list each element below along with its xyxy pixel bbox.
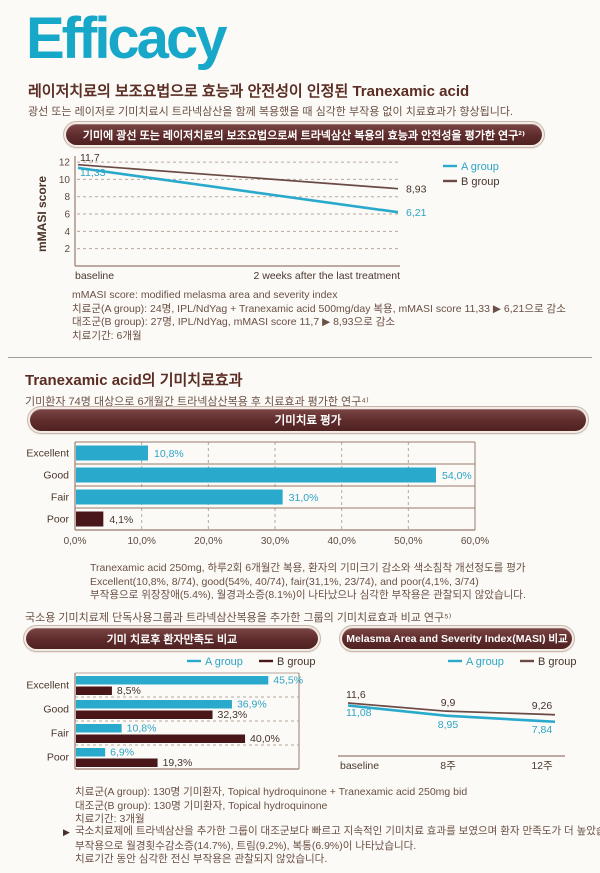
svg-text:baseline: baseline [340,760,379,772]
svg-text:36,9%: 36,9% [237,699,267,711]
satisfaction-grouped-bar-chart: A group B group Excellent 45,5% 8,5% Good 36,9… [26,656,316,770]
section1-heading: 레이저치료의 보조요법으로 효능과 안전성이 인정된 Tranexamic ac… [28,83,470,100]
svg-text:11,6: 11,6 [346,689,366,701]
svg-text:4,1%: 4,1% [109,514,133,526]
section3-intro: 국소용 기미치료제 단독사용그룹과 트라넥삼산복용을 추가한 그룹의 기미치료효… [25,612,452,624]
treatment-eval-bar-chart: Excellent 10,8% Good 54,0% Fair 31,0% Poor 4,1%… [26,441,489,547]
footnote-line: Tranexamic acid 250mg, 하루2회 6개월간 복용, 환자의… [90,562,526,574]
footnote-block-1: mMASI score: modified melasma area and s… [72,289,566,343]
svg-text:2 weeks after the last treatme: 2 weeks after the last treatment [254,270,401,282]
footnote-line: 치료군(A group): 24명, IPL/NdYag + Tranexami… [72,302,566,315]
svg-text:Poor: Poor [47,514,70,526]
svg-text:30,0%: 30,0% [261,536,289,547]
footnote-line: mMASI score: modified melasma area and s… [72,289,338,301]
svg-text:A group: A group [205,656,243,668]
footnote-line: Excellent(10,8%, 8/74), good(54%, 40/74)… [90,575,479,588]
svg-text:50,0%: 50,0% [394,536,422,547]
study-banner-2: 기미치료 평가 [30,409,586,431]
svg-text:45,5%: 45,5% [273,675,303,687]
svg-text:0,0%: 0,0% [64,536,87,547]
svg-text:B group: B group [538,656,577,668]
satisfaction-banner: 기미 치료후 환자만족도 비교 [26,628,318,649]
svg-text:Excellent: Excellent [26,680,69,692]
svg-text:6,9%: 6,9% [110,747,134,759]
footnote-block-2: Tranexamic acid 250mg, 하루2회 6개월간 복용, 환자의… [90,562,526,603]
svg-text:20,0%: 20,0% [194,536,222,547]
section-divider [8,357,592,358]
svg-text:8: 8 [64,192,70,203]
section2-title: Tranexamic acid의 기미치료효과 [25,372,243,389]
svg-text:6,21: 6,21 [406,207,427,219]
svg-text:Fair: Fair [51,492,70,504]
svg-text:baseline: baseline [75,270,114,282]
svg-text:8,5%: 8,5% [117,685,141,697]
svg-text:31,0%: 31,0% [289,492,319,504]
svg-text:10: 10 [59,175,71,186]
footnote-block-3: 치료군(A group): 130명 기미환자, Topical hydroqu… [75,786,467,827]
mmasi-line-chart: 2 4 6 8 10 12 mMASI score 11,7 11,33 8,93 6,21 base… [35,152,500,282]
footnote-line: 부작용으로 위장장애(5.4%), 월경과소증(8.1%)이 나타났으나 심각한… [90,589,526,601]
svg-text:8,95: 8,95 [438,719,459,731]
svg-text:9,9: 9,9 [441,697,456,709]
svg-text:11,08: 11,08 [346,707,372,719]
footnote-line: 치료군(A group): 130명 기미환자, Topical hydroqu… [75,786,468,798]
svg-text:12: 12 [59,158,71,169]
svg-text:8주: 8주 [440,760,456,772]
svg-text:10,8%: 10,8% [127,723,157,735]
svg-text:11,7: 11,7 [80,152,100,164]
footnote-line: 대조군(B group): 130명 기미환자, Topical hydroqu… [75,799,328,812]
svg-text:B group: B group [461,176,500,188]
svg-text:60,0%: 60,0% [461,536,489,547]
svg-text:2: 2 [64,244,70,255]
svg-text:A group: A group [461,161,499,173]
svg-text:19,3%: 19,3% [163,757,193,769]
svg-text:Good: Good [43,470,69,482]
svg-text:40,0%: 40,0% [327,536,355,547]
svg-text:Excellent: Excellent [26,448,69,460]
footnote-line: 치료기간: 3개월 [75,813,145,825]
svg-text:54,0%: 54,0% [442,470,472,482]
svg-text:40,0%: 40,0% [250,733,280,745]
svg-text:Fair: Fair [51,728,70,740]
study-banner-1: 기미에 광선 또는 레이저치료의 보조요법으로써 트라넥삼산 복용의 효능과 안… [66,124,542,145]
conclusion-line: ▶ 국소치료제에 트라넥삼산을 추가한 그룹이 대조군보다 빠르고 지속적인 기미… [63,825,600,840]
svg-text:9,26: 9,26 [532,700,553,712]
arrow-bullet-icon: ▶ [63,827,70,837]
svg-text:8,93: 8,93 [406,184,427,196]
footnote-line: 대조군(B group): 27명, IPL/NdYag, mMASI scor… [72,316,396,328]
svg-text:11,33: 11,33 [80,167,106,179]
svg-text:7,84: 7,84 [532,724,553,736]
svg-text:10,8%: 10,8% [154,448,184,460]
svg-text:A group: A group [466,656,504,668]
masi-line-chart: A group B group 11,6 11,08 9,9 8,95 9,26 7,84 ba… [338,656,577,772]
footnote-line: 치료기간: 6개월 [72,329,142,342]
conclusion-line: 부작용으로 월경횟수감소증(14.7%), 트림(9.2%), 복통(6.9%)… [75,839,417,852]
section1-description: 광선 또는 레이저로 기미치료시 트라넥삼산을 함께 복용했을 때 심각한 부작… [28,106,514,118]
svg-text:32,3%: 32,3% [218,709,248,721]
section2-subtitle: 기미환자 74명 대상으로 6개월간 트라넥삼산복용 후 치료효과 평가한 연구… [25,396,369,408]
svg-text:mMASI score: mMASI score [35,176,49,252]
masi-banner: Melasma Area and Severity Index(MASI) 비교 [342,628,572,649]
svg-text:6: 6 [64,210,70,221]
svg-text:12주: 12주 [531,760,553,772]
svg-text:Good: Good [43,704,69,716]
svg-text:4: 4 [64,227,70,238]
conclusion-line: 치료기간 동안 심각한 전신 부작용은 관찰되지 않았습니다. [75,853,328,865]
svg-text:10,0%: 10,0% [127,536,155,547]
svg-text:B group: B group [277,656,316,668]
conclusion-block: ▶ 국소치료제에 트라넥삼산을 추가한 그룹이 대조군보다 빠르고 지속적인 기미… [63,825,600,867]
svg-text:Poor: Poor [47,752,70,764]
page-title: Efficacy [26,6,227,71]
